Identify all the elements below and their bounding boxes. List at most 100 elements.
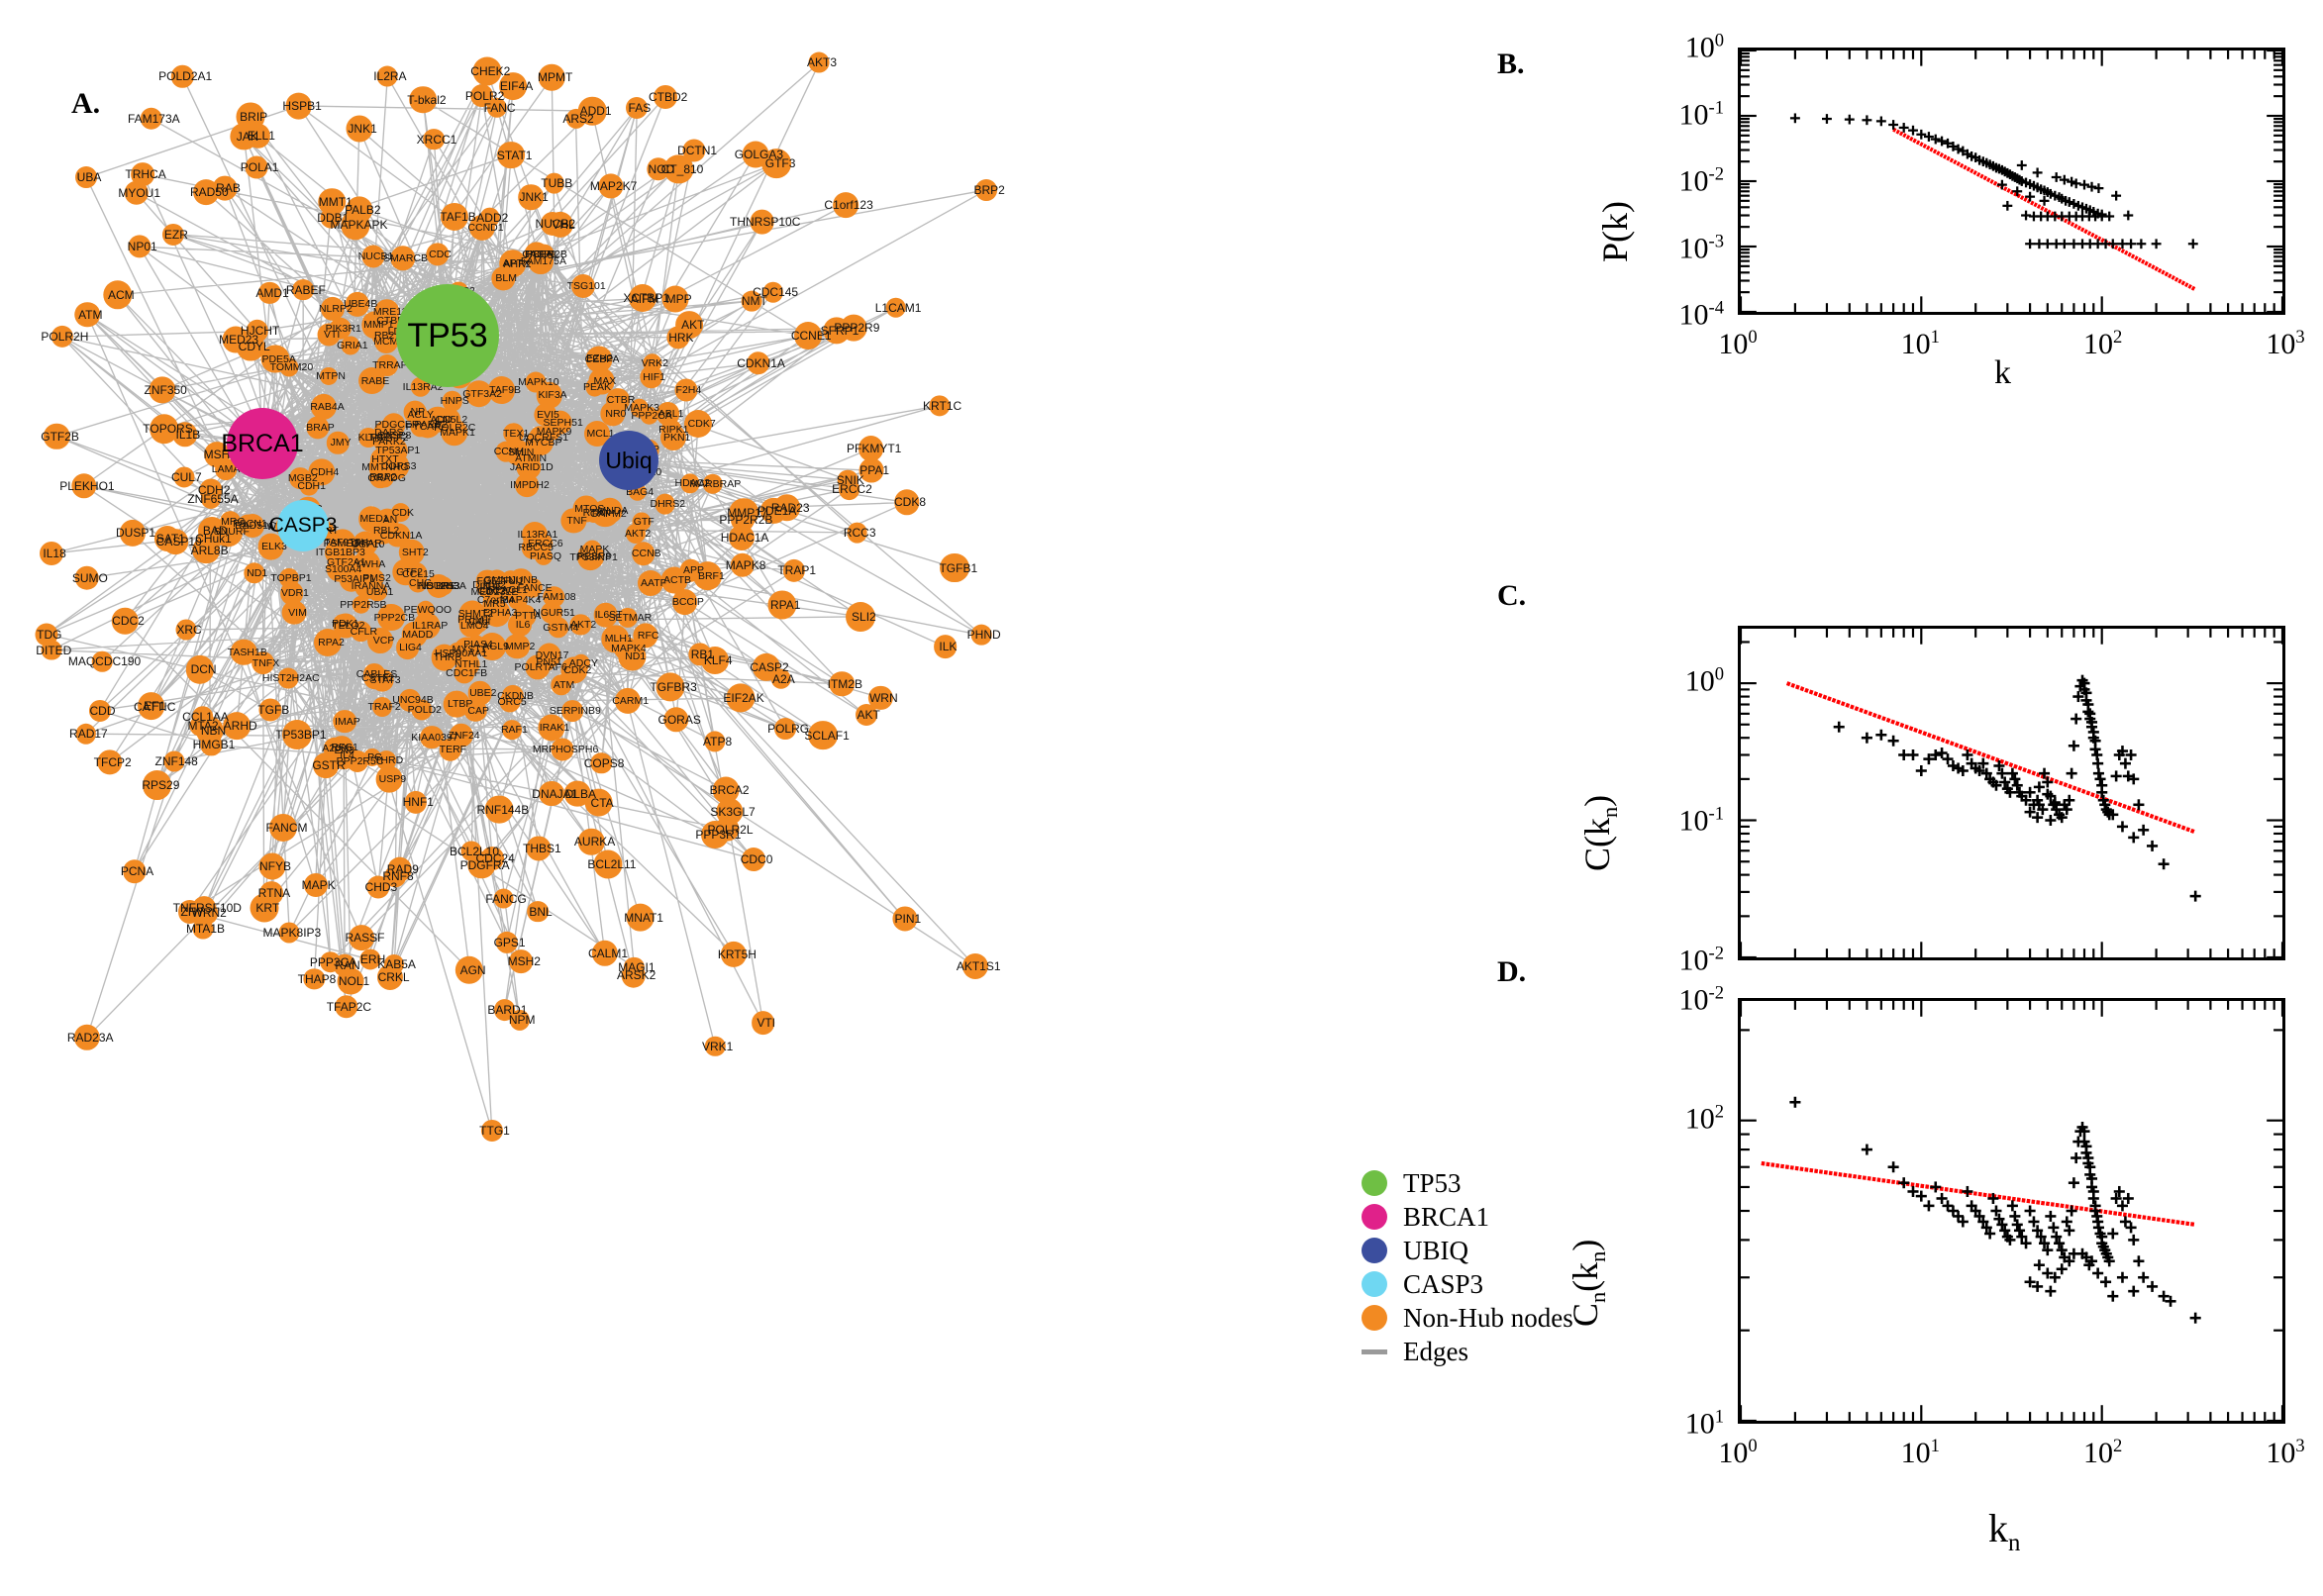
network-node (577, 96, 607, 126)
network-node (653, 85, 677, 110)
network-node (526, 836, 552, 861)
network-node (124, 180, 149, 205)
network-node (230, 122, 258, 150)
network-node (361, 245, 385, 268)
legend-label: Edges (1403, 1336, 1468, 1366)
network-node (793, 322, 822, 350)
network-node (340, 335, 360, 355)
network-node (569, 613, 591, 636)
network-node (353, 531, 378, 556)
network-node (509, 1010, 530, 1031)
network-node (508, 589, 529, 611)
x-tick-label: 103 (2266, 1436, 2305, 1469)
network-node (499, 72, 528, 101)
network-node (444, 690, 470, 718)
network-node (544, 172, 565, 194)
network-node (346, 292, 370, 317)
network-node (527, 249, 554, 275)
network-node (320, 950, 342, 973)
network-node (613, 636, 638, 660)
network-node (655, 672, 685, 702)
plot-d (1738, 998, 2285, 1424)
network-node (246, 320, 268, 343)
x-tick-label: 102 (2083, 1436, 2123, 1469)
network-node (277, 667, 299, 689)
network-node (333, 709, 356, 734)
network-node (292, 278, 315, 301)
network-node (258, 698, 282, 722)
network-node (527, 900, 550, 923)
network-node (472, 56, 502, 86)
network-node (131, 162, 155, 187)
x-tick-label: 101 (1900, 1436, 1940, 1469)
network-node (617, 608, 638, 629)
network-node (259, 881, 283, 905)
y-tick-label: 10-3 (1678, 231, 1725, 264)
network-node (504, 634, 530, 659)
plot-b-canvas (1741, 50, 2282, 312)
network-node (675, 311, 704, 340)
hub-node-brca1: BRCA1 (221, 408, 304, 479)
network-node (326, 555, 354, 583)
network-node (352, 595, 370, 614)
x-tick-label: 103 (2266, 327, 2305, 360)
y-tick-label: 100 (1684, 30, 1724, 64)
network-node (503, 252, 527, 275)
network-node (346, 115, 373, 143)
network-node (390, 502, 411, 523)
network-node (96, 749, 123, 775)
network-node (163, 750, 184, 772)
network-node (702, 473, 723, 494)
network-node (346, 196, 373, 224)
node-swatch (1362, 1305, 1387, 1331)
network-node (140, 107, 162, 131)
network-node (238, 514, 257, 534)
network-node (354, 572, 381, 599)
network-node (88, 699, 111, 722)
network-node (502, 422, 525, 445)
network-node (501, 684, 524, 708)
network-node (632, 542, 656, 566)
network-node (223, 712, 252, 740)
network-node (212, 175, 238, 201)
network-node (204, 442, 230, 468)
network-node (682, 138, 706, 162)
network-node (832, 192, 858, 218)
network-node (540, 211, 564, 236)
network-node (663, 706, 689, 733)
network-panel: A. ARL8B TAF9B TAF1B MAGI1 CCL1AA DHRS2 AGL9 RN… (35, 51, 1005, 1142)
network-node (501, 720, 522, 741)
network-node (222, 326, 250, 353)
network-node (486, 97, 508, 118)
network-node (376, 65, 398, 87)
network-node (761, 149, 792, 178)
network-node (454, 637, 479, 662)
network-node (314, 628, 342, 656)
network-node (593, 602, 618, 628)
network-node (245, 155, 268, 179)
network-node (543, 585, 565, 608)
network-node (674, 378, 697, 402)
network-node (150, 414, 179, 444)
network-node (593, 849, 623, 879)
x-tick-label: 100 (1718, 327, 1758, 360)
network-node (280, 581, 304, 605)
network-node (684, 409, 713, 438)
network-node (584, 788, 613, 818)
network-node (572, 495, 600, 523)
network-node (303, 968, 326, 990)
network-node (499, 569, 522, 592)
network-node (398, 539, 426, 566)
y-tick-label: 10-2 (1678, 982, 1725, 1017)
network-node (858, 436, 884, 461)
network-node (464, 379, 493, 408)
panel-a-label: A. (71, 87, 101, 120)
network-node (119, 520, 146, 547)
plot-b-ylabel: P(k) (1595, 201, 1635, 262)
network-node (70, 472, 97, 499)
network-node (306, 416, 330, 440)
network-node (751, 1011, 775, 1036)
network-node (137, 692, 165, 720)
network-node (333, 614, 354, 634)
network-node (387, 856, 413, 882)
